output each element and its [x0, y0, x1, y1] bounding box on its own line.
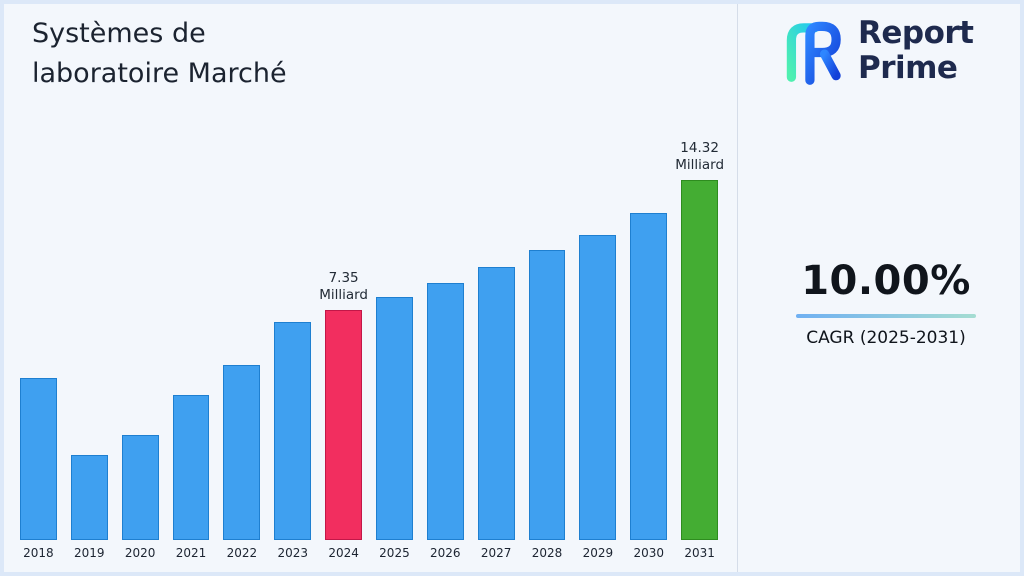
- cagr-block: 10.00% CAGR (2025-2031): [792, 258, 980, 348]
- bar-2024: [325, 310, 363, 540]
- brand-wordmark-line1: Report: [858, 15, 974, 51]
- vertical-divider: [737, 4, 738, 572]
- x-axis-label-2031: 2031: [684, 546, 715, 560]
- bar-column-2028: 2028: [528, 250, 566, 560]
- cagr-label: CAGR (2025-2031): [806, 328, 966, 348]
- bar-2026: [426, 283, 464, 540]
- brand-logo: Report Prime: [776, 14, 974, 88]
- bar-2023: [274, 322, 312, 540]
- bar-column-2021: 2021: [172, 395, 210, 560]
- x-axis-label-2026: 2026: [430, 546, 461, 560]
- x-axis-label-2020: 2020: [124, 546, 156, 560]
- bar-2031: [681, 180, 719, 540]
- cagr-underline: [796, 314, 976, 318]
- x-axis-label-2022: 2022: [226, 546, 258, 560]
- bar-2027: [477, 267, 515, 540]
- bar-column-2030: 2030: [630, 213, 668, 560]
- x-axis-label-2025: 2025: [379, 546, 410, 560]
- x-axis-label-2019: 2019: [74, 546, 105, 560]
- bar-2030: [630, 213, 668, 540]
- x-axis-label-2030: 2030: [633, 546, 665, 560]
- bar-value-label-2024: 7.35 Milliard: [319, 270, 368, 303]
- brand-wordmark: Report Prime: [858, 16, 974, 86]
- bar-2028: [528, 250, 566, 540]
- bar-column-2025: 2025: [376, 297, 413, 560]
- report-prime-logo-icon: [786, 21, 841, 85]
- bar-2025: [376, 297, 413, 540]
- bar-column-2027: 2027: [477, 267, 515, 560]
- bar-column-2022: 2022: [223, 365, 261, 560]
- bar-column-2018: 2018: [20, 378, 57, 560]
- page-title-line2: laboratoire Marché: [32, 58, 287, 89]
- bar-2018: [20, 378, 57, 540]
- bar-2022: [223, 365, 261, 540]
- bar-column-2019: 2019: [70, 455, 108, 560]
- bar-column-2020: 2020: [121, 435, 159, 560]
- x-axis-label-2024: 2024: [328, 546, 359, 560]
- x-axis-label-2029: 2029: [582, 546, 614, 560]
- bar-column-2024: 7.35 Milliard 2024: [319, 270, 368, 560]
- bar-column-2031: 14.32 Milliard 2031: [675, 140, 724, 560]
- cagr-value: 10.00%: [801, 258, 971, 304]
- bar-chart: 2018 2019 2020 2021 2022 2023 7.35 Milliard 2024…: [20, 140, 724, 560]
- bar-2020: [121, 435, 159, 540]
- bar-column-2023: 2023: [274, 322, 312, 560]
- x-axis-label-2028: 2028: [531, 546, 563, 560]
- bar-column-2026: 2026: [426, 283, 464, 560]
- bar-value-label-2031: 14.32 Milliard: [675, 140, 725, 173]
- bar-2029: [579, 235, 617, 540]
- bar-2019: [70, 455, 108, 540]
- bar-2021: [172, 395, 210, 540]
- x-axis-label-2021: 2021: [175, 546, 207, 560]
- bar-column-2029: 2029: [579, 235, 617, 560]
- x-axis-label-2023: 2023: [277, 546, 308, 560]
- brand-wordmark-line2: Prime: [858, 50, 958, 86]
- page-title: Systèmes de laboratoire Marché: [32, 14, 287, 94]
- x-axis-label-2018: 2018: [23, 546, 54, 560]
- page-title-line1: Systèmes de: [32, 18, 206, 49]
- x-axis-label-2027: 2027: [480, 546, 512, 560]
